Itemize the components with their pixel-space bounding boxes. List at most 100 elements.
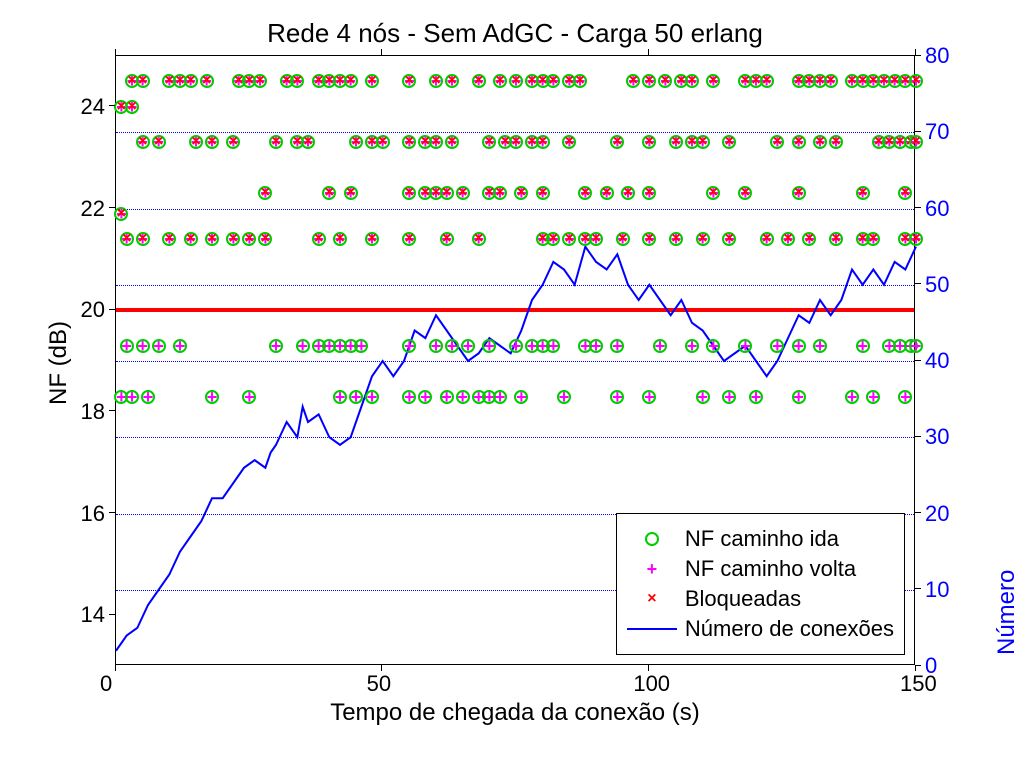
x-tick — [648, 49, 649, 55]
blocked-marker: × — [202, 76, 211, 86]
blocked-marker: × — [245, 234, 254, 244]
legend-swatch: × — [627, 587, 677, 611]
blocked-marker: × — [495, 188, 504, 198]
y-right-tick-label: 30 — [925, 424, 949, 450]
blocked-marker: × — [255, 76, 264, 86]
legend-label: NF caminho volta — [685, 556, 856, 582]
blocked-marker: × — [618, 234, 627, 244]
blocked-marker: × — [431, 137, 440, 147]
y-right-tick — [915, 283, 921, 284]
blocked-marker: × — [794, 137, 803, 147]
nf-volta-marker: + — [297, 341, 308, 351]
y-right-tick — [915, 436, 921, 437]
blocked-marker: × — [725, 137, 734, 147]
nf-volta-marker: + — [404, 341, 415, 351]
blocked-marker: × — [623, 188, 632, 198]
blocked-marker: × — [367, 234, 376, 244]
blocked-marker: × — [122, 234, 131, 244]
y-right-tick-label: 80 — [925, 43, 949, 69]
x-tick-label: 50 — [367, 671, 391, 697]
blocked-marker: × — [474, 234, 483, 244]
legend-item: × Bloqueadas — [627, 586, 894, 612]
nf-volta-marker: + — [740, 341, 751, 351]
y-left-tick — [109, 105, 115, 106]
blocked-marker: × — [261, 234, 270, 244]
blocked-marker: × — [378, 137, 387, 147]
blocked-marker: × — [831, 234, 840, 244]
y-left-tick-label: 16 — [81, 501, 105, 527]
y-left-tick-label: 24 — [81, 94, 105, 120]
y-left-tick — [109, 512, 115, 513]
nf-volta-marker: + — [367, 392, 378, 402]
nf-volta-marker: + — [697, 392, 708, 402]
blocked-marker: × — [773, 137, 782, 147]
nf-volta-marker: + — [751, 392, 762, 402]
y-left-tick — [109, 309, 115, 310]
y-left-tick — [109, 207, 115, 208]
blocked-marker: × — [549, 234, 558, 244]
legend-swatch: + — [627, 557, 677, 581]
nf-volta-marker: + — [457, 392, 468, 402]
blocked-marker: × — [165, 234, 174, 244]
blocked-marker: × — [613, 137, 622, 147]
legend-swatch — [627, 527, 677, 551]
nf-volta-marker: + — [591, 341, 602, 351]
blocked-marker: × — [335, 234, 344, 244]
blocked-marker: × — [405, 234, 414, 244]
blocked-marker: × — [511, 76, 520, 86]
blocked-marker: × — [645, 234, 654, 244]
legend-label: NF caminho ida — [685, 526, 839, 552]
blocked-marker: × — [805, 234, 814, 244]
nf-volta-marker: + — [447, 341, 458, 351]
y-right-tick — [915, 207, 921, 208]
nf-volta-marker: + — [644, 392, 655, 402]
blocked-marker: × — [538, 188, 547, 198]
nf-volta-marker: + — [484, 341, 495, 351]
y-right-tick-label: 60 — [925, 196, 949, 222]
nf-volta-marker: + — [772, 341, 783, 351]
blocked-marker: × — [186, 76, 195, 86]
blocked-marker: × — [405, 137, 414, 147]
blocked-marker: × — [367, 76, 376, 86]
blocked-marker: × — [762, 234, 771, 244]
nf-volta-marker: + — [516, 392, 527, 402]
x-tick — [115, 49, 116, 55]
blocked-marker: × — [645, 188, 654, 198]
blocked-marker: × — [741, 188, 750, 198]
legend-item: NF caminho ida — [627, 526, 894, 552]
nf-volta-marker: + — [351, 392, 362, 402]
blocked-marker: × — [186, 234, 195, 244]
blocked-marker: × — [138, 76, 147, 86]
nf-volta-marker: + — [612, 392, 623, 402]
blocked-marker: × — [127, 102, 136, 112]
blocked-marker: × — [671, 234, 680, 244]
chart-title: Rede 4 nós - Sem AdGC - Carga 50 erlang — [115, 18, 915, 49]
legend: NF caminho ida + NF caminho volta × Bloquead… — [616, 513, 905, 655]
x-tick-label: 0 — [100, 671, 112, 697]
nf-volta-marker: + — [708, 341, 719, 351]
blocked-marker: × — [901, 188, 910, 198]
blocked-marker: × — [602, 188, 611, 198]
nf-volta-marker: + — [271, 341, 282, 351]
blocked-marker: × — [229, 234, 238, 244]
blocked-marker: × — [447, 76, 456, 86]
nf-volta-marker: + — [495, 392, 506, 402]
blocked-marker: × — [261, 188, 270, 198]
y-left-axis-title: NF (dB) — [45, 321, 73, 405]
blocked-marker: × — [645, 76, 654, 86]
nf-volta-marker: + — [431, 341, 442, 351]
blocked-marker: × — [826, 76, 835, 86]
y-left-tick — [109, 410, 115, 411]
blocked-marker: × — [271, 137, 280, 147]
nf-volta-marker: + — [463, 341, 474, 351]
blocked-marker: × — [154, 137, 163, 147]
blocked-marker: × — [207, 234, 216, 244]
blocked-marker: × — [591, 234, 600, 244]
nf-volta-marker: + — [153, 341, 164, 351]
legend-label: Bloqueadas — [685, 586, 801, 612]
nf-volta-marker: + — [655, 341, 666, 351]
nf-volta-marker: + — [793, 341, 804, 351]
nf-volta-marker: + — [420, 392, 431, 402]
blocked-marker: × — [698, 137, 707, 147]
blocked-marker: × — [661, 76, 670, 86]
